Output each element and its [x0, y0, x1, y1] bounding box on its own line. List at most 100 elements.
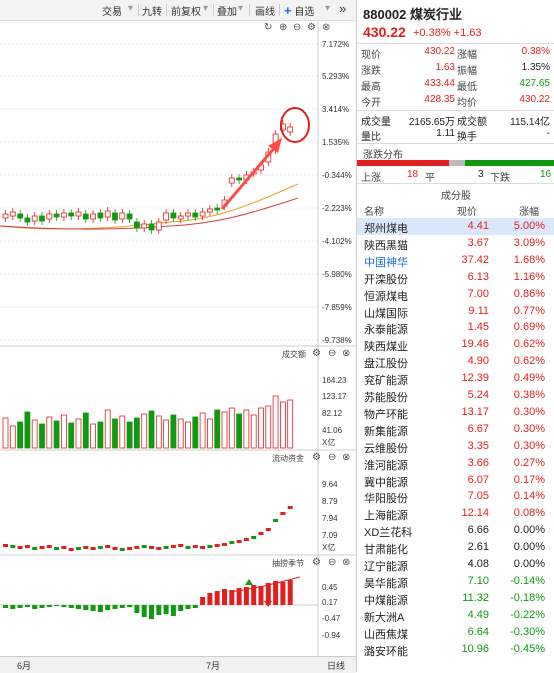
overlay-menu[interactable]: 叠加: [217, 7, 237, 18]
fund-bar: [68, 548, 74, 551]
stock-price: 6.07: [467, 473, 489, 486]
distribution-title: 涨跌分布: [363, 150, 403, 161]
expand-icon[interactable]: »: [339, 1, 347, 16]
volume-bar: [221, 411, 228, 449]
volume-bar: [163, 419, 170, 449]
constituent-row[interactable]: 山煤国际 9.11 0.77%: [357, 303, 554, 320]
nine-turn-button[interactable]: 九转: [142, 7, 162, 18]
constituent-row[interactable]: 陕西黑猫 3.67 3.09%: [357, 235, 554, 252]
candle: [199, 211, 206, 217]
season-bar: [258, 586, 264, 605]
constituent-row[interactable]: 苏能股份 5.24 0.38%: [357, 387, 554, 404]
stock-change: 0.08%: [513, 507, 545, 520]
chart-toolbar: 交易 ▾ 九转 前复权 ▾ 叠加 ▾ 画线 + 自选 ▾ »: [0, 0, 356, 21]
candle: [228, 177, 235, 184]
constituent-row[interactable]: 兖矿能源 12.39 0.49%: [357, 370, 554, 387]
zoom-out-icon[interactable]: ⊖: [328, 348, 337, 359]
constituent-row[interactable]: 中国神华 37.42 1.68%: [357, 252, 554, 269]
constituent-row[interactable]: 新大洲A 4.49 -0.22%: [357, 607, 554, 624]
constituent-row[interactable]: 甘肃能化 2.61 0.00%: [357, 539, 554, 556]
refresh-icon[interactable]: ↻: [264, 22, 273, 33]
constituent-row[interactable]: 恒源煤电 7.00 0.86%: [357, 286, 554, 303]
candle: [126, 213, 133, 220]
date-axis: 6月 7月 日线: [0, 656, 356, 673]
stock-change: 1.16%: [513, 270, 545, 283]
period-label[interactable]: 日线: [327, 661, 346, 671]
stock-name: 中国神华: [364, 256, 408, 269]
constituent-row[interactable]: 郑州煤电 4.41 5.00%: [357, 218, 554, 235]
candle: [61, 212, 67, 218]
settings-icon[interactable]: ⚙: [307, 22, 316, 33]
candle: [2, 213, 9, 219]
close-icon[interactable]: ⊗: [342, 348, 351, 359]
volume-bar: [243, 409, 250, 449]
constituent-row[interactable]: 永泰能源 1.45 0.69%: [357, 319, 554, 336]
zoom-out-icon[interactable]: ⊖: [328, 557, 337, 568]
stock-name: 永泰能源: [364, 324, 408, 337]
constituent-row[interactable]: 昊华能源 7.10 -0.14%: [357, 573, 554, 590]
season-bars: [3, 580, 293, 619]
stock-name: 陕西煤业: [364, 341, 408, 354]
zoom-out-icon[interactable]: ⊖: [293, 22, 302, 33]
constituent-row[interactable]: 山西焦煤 6.64 -0.30%: [357, 624, 554, 641]
zoom-in-icon[interactable]: ⊕: [279, 22, 288, 33]
season-bar: [273, 581, 279, 605]
stock-price: 4.08: [467, 558, 489, 570]
constituent-row[interactable]: 华阳股份 7.05 0.14%: [357, 488, 554, 505]
stock-price: 2.61: [467, 541, 489, 554]
candle: [46, 213, 53, 220]
fund-bar: [54, 547, 60, 550]
stock-name: 云维股份: [364, 442, 408, 455]
season-bar: [265, 583, 271, 605]
quote-key: 最低: [457, 82, 477, 93]
constituent-row[interactable]: 中煤能源 11.32 -0.18%: [357, 590, 554, 607]
constituent-row[interactable]: 物产环能 13.17 0.30%: [357, 404, 554, 421]
constituent-row[interactable]: 陕西煤业 19.46 0.62%: [357, 336, 554, 353]
candle: [214, 207, 221, 211]
constituent-row[interactable]: XD兰花科 6.66 0.00%: [357, 522, 554, 539]
candle: [192, 212, 199, 218]
stock-name: 山煤国际: [364, 307, 408, 320]
close-icon[interactable]: ⊗: [342, 452, 351, 463]
settings-icon[interactable]: ⚙: [312, 348, 321, 359]
constituent-row[interactable]: 云维股份 3.35 0.30%: [357, 438, 554, 455]
constituent-row[interactable]: 开滦股份 6.13 1.16%: [357, 269, 554, 286]
stock-price: 6.67: [467, 422, 489, 435]
volume-bar: [228, 407, 235, 449]
season-bar: [214, 591, 220, 605]
close-icon[interactable]: ⊗: [342, 557, 351, 568]
season-bar: [280, 582, 286, 605]
adjust-menu[interactable]: 前复权: [171, 7, 201, 18]
constituent-row[interactable]: 上海能源 12.14 0.08%: [357, 505, 554, 522]
settings-icon[interactable]: ⚙: [312, 557, 321, 568]
constituent-row[interactable]: 新集能源 6.67 0.30%: [357, 421, 554, 438]
constituent-row[interactable]: 辽宁能源 4.08 0.00%: [357, 556, 554, 573]
draw-line-button[interactable]: 画线: [255, 7, 275, 18]
down-signal-icon: [245, 579, 253, 585]
season-bar: [68, 605, 74, 608]
stock-change: 0.30%: [513, 422, 545, 435]
stat-value: -: [546, 128, 550, 139]
season-bar: [236, 588, 242, 605]
season-bar: [76, 605, 81, 609]
stat-key: 量比: [361, 132, 381, 143]
quote-value: 430.22: [519, 94, 550, 105]
chart-area[interactable]: 交易 ▾ 九转 前复权 ▾ 叠加 ▾ 画线 + 自选 ▾ » ↻ ⊕ ⊖ ⚙ ⊗: [0, 0, 357, 673]
distribution-bar: [357, 160, 554, 166]
volume-bar: [287, 399, 294, 449]
season-bar: [32, 605, 38, 609]
settings-icon[interactable]: ⚙: [312, 452, 321, 463]
constituent-row[interactable]: 盘江股份 4.90 0.62%: [357, 353, 554, 370]
add-watchlist-button[interactable]: + 自选: [284, 3, 315, 18]
zoom-out-icon[interactable]: ⊖: [328, 452, 337, 463]
fund-title: 流动资金: [272, 454, 304, 463]
trade-menu[interactable]: 交易: [102, 7, 122, 18]
constituent-row[interactable]: 冀中能源 6.07 0.17%: [357, 472, 554, 489]
volume-bar: [279, 401, 286, 449]
close-icon[interactable]: ⊗: [322, 22, 331, 33]
season-bar: [170, 605, 176, 616]
constituent-row[interactable]: 潞安环能 10.96 -0.45%: [357, 641, 554, 658]
kline-chart[interactable]: [0, 0, 356, 656]
stock-price: 5.24: [467, 389, 489, 401]
constituent-row[interactable]: 淮河能源 3.66 0.27%: [357, 455, 554, 472]
